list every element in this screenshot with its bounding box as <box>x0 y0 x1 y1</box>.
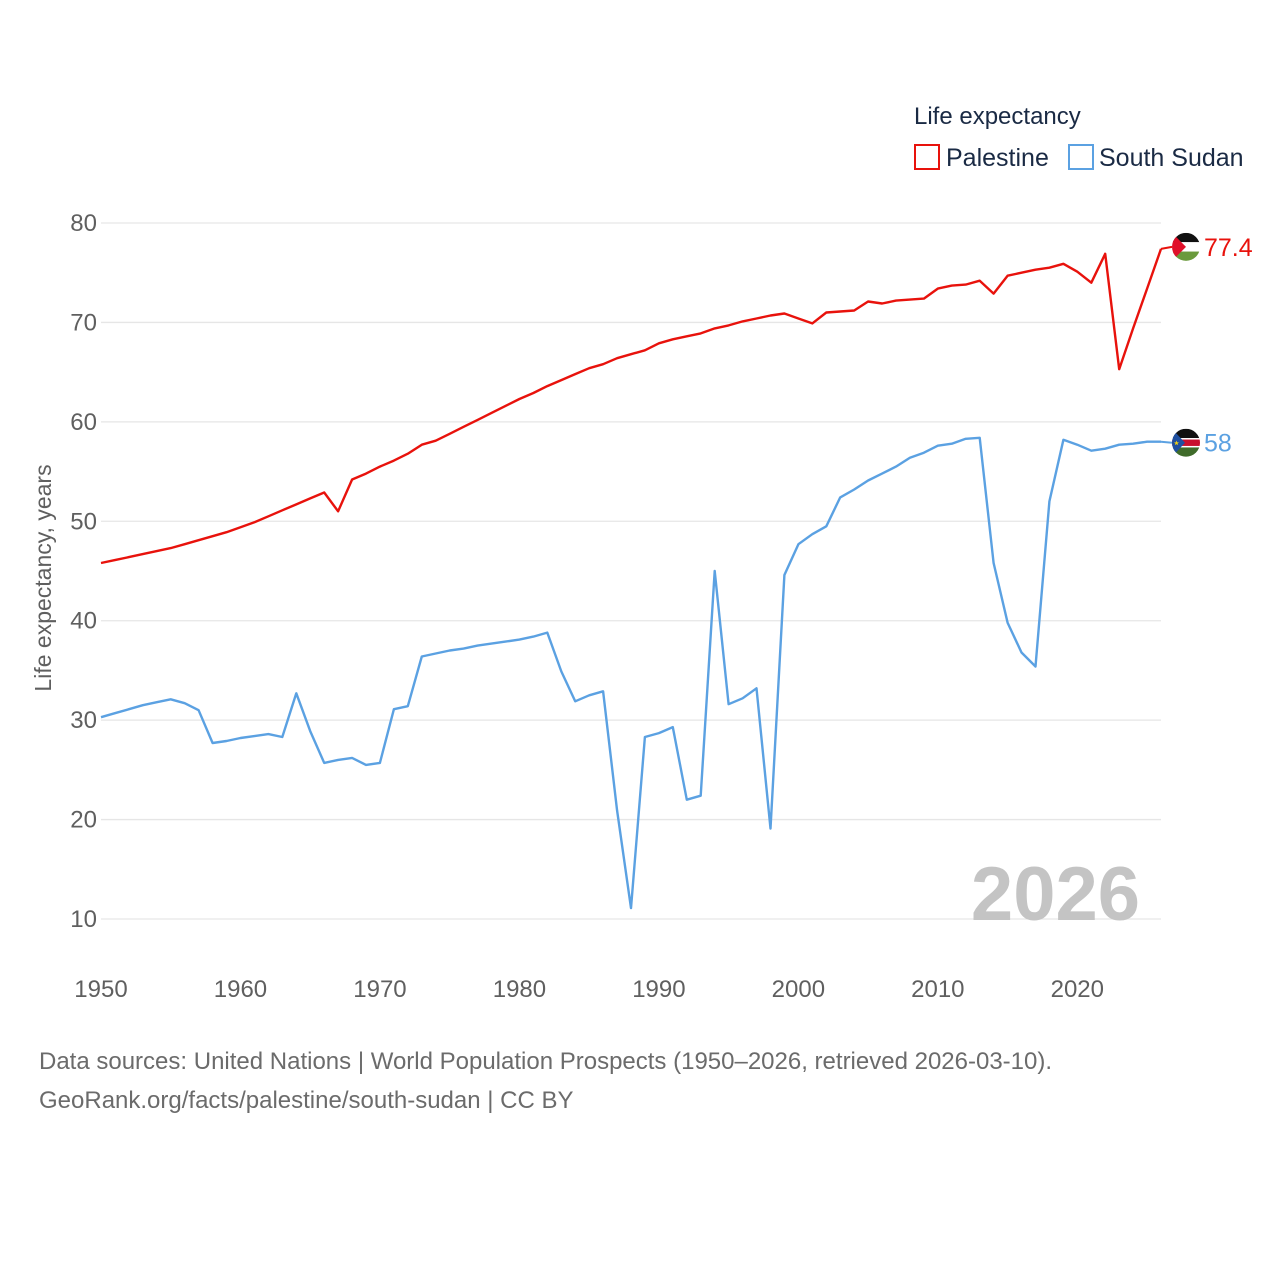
attribution-link[interactable]: GeoRank.org/facts/palestine/south-sudan … <box>39 1087 574 1114</box>
gridlines <box>101 222 1161 920</box>
south-sudan-flag-icon <box>1172 428 1200 457</box>
y-tick-label: 60 <box>70 409 97 436</box>
series-lines <box>100 245 1173 910</box>
legend-swatch-palestine[interactable] <box>914 144 940 170</box>
legend-title: Life expectancy <box>914 103 1081 130</box>
y-tick-label: 30 <box>70 707 97 734</box>
x-tick-label: 1980 <box>493 976 546 1003</box>
current-year-watermark: 2026 <box>971 852 1140 937</box>
series-line-south-sudan[interactable] <box>100 436 1161 910</box>
x-tick-label: 2010 <box>911 976 964 1003</box>
x-tick-label: 1960 <box>214 976 267 1003</box>
legend-swatch-south-sudan[interactable] <box>1068 144 1094 170</box>
y-tick-label: 40 <box>70 608 97 635</box>
legend-label-south-sudan[interactable]: South Sudan <box>1099 144 1244 172</box>
x-tick-label: 1950 <box>74 976 127 1003</box>
y-tick-label: 80 <box>70 210 97 237</box>
y-axis-label: Life expectancy, years <box>30 464 56 691</box>
y-axis-ticks: 10 20 30 40 50 60 70 80 <box>70 210 97 933</box>
x-tick-label: 1990 <box>632 976 685 1003</box>
data-source-note: Data sources: United Nations | World Pop… <box>39 1048 1052 1075</box>
y-tick-label: 50 <box>70 508 97 535</box>
south-sudan-end-value: 58 <box>1204 430 1232 458</box>
x-tick-label: 2020 <box>1051 976 1104 1003</box>
y-tick-label: 20 <box>70 807 97 834</box>
y-tick-label: 10 <box>70 906 97 933</box>
series-line-palestine[interactable] <box>100 248 1163 565</box>
palestine-flag-icon <box>1172 232 1200 261</box>
y-tick-label: 70 <box>70 309 97 336</box>
x-tick-label: 1970 <box>353 976 406 1003</box>
legend: Life expectancy Palestine South Sudan <box>914 103 1244 172</box>
end-connector <box>1160 440 1173 444</box>
end-connector <box>1160 245 1173 250</box>
palestine-end-value: 77.4 <box>1204 234 1253 262</box>
legend-label-palestine[interactable]: Palestine <box>946 144 1049 172</box>
x-tick-label: 2000 <box>772 976 825 1003</box>
x-axis-ticks: 1950 1960 1970 1980 1990 2000 2010 2020 <box>74 976 1104 1003</box>
